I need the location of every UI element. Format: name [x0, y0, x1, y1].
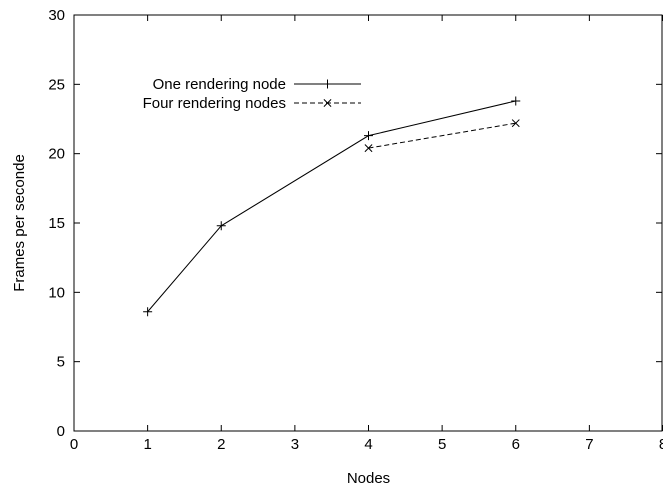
- y-tick-label: 5: [57, 354, 65, 371]
- y-tick-label: 15: [48, 215, 65, 232]
- data-point: [364, 144, 373, 153]
- x-tick-label: 0: [70, 436, 78, 453]
- x-tick-label: 7: [585, 436, 593, 453]
- data-series: [143, 96, 521, 317]
- series-line: [147, 100, 516, 313]
- legend: One rendering node Four rendering nodes: [143, 76, 361, 112]
- x-tick-label: 2: [217, 436, 225, 453]
- axis-ticks: 0 1 2 3 4 5 6 7 8 0 5 10 15 20 25 30: [48, 7, 663, 453]
- x-tick-label: 5: [438, 436, 446, 453]
- legend-label-four-rendering-nodes: Four rendering nodes: [143, 95, 286, 112]
- data-point: [364, 131, 373, 141]
- y-tick-label: 25: [48, 76, 65, 93]
- y-tick-label: 0: [57, 423, 65, 440]
- y-tick-label: 30: [48, 7, 65, 24]
- data-point: [511, 119, 520, 128]
- series-line: [368, 122, 516, 149]
- x-tick-label: 4: [364, 436, 372, 453]
- y-tick-label: 10: [48, 284, 65, 301]
- legend-marker: [323, 99, 332, 107]
- x-tick-label: 6: [512, 436, 520, 453]
- y-tick-label: 20: [48, 146, 65, 163]
- data-point: [143, 307, 153, 317]
- x-axis-title: Nodes: [347, 470, 390, 487]
- series-1: [364, 119, 520, 153]
- y-axis-title: Frames per seconde: [11, 154, 28, 292]
- x-tick-label: 1: [143, 436, 151, 453]
- data-point: [511, 96, 521, 106]
- x-tick-label: 3: [291, 436, 299, 453]
- x-tick-label: 8: [659, 436, 663, 453]
- legend-marker: [323, 79, 332, 89]
- data-point: [216, 221, 226, 231]
- series-0: [143, 96, 521, 317]
- legend-label-one-rendering-node: One rendering node: [153, 76, 286, 93]
